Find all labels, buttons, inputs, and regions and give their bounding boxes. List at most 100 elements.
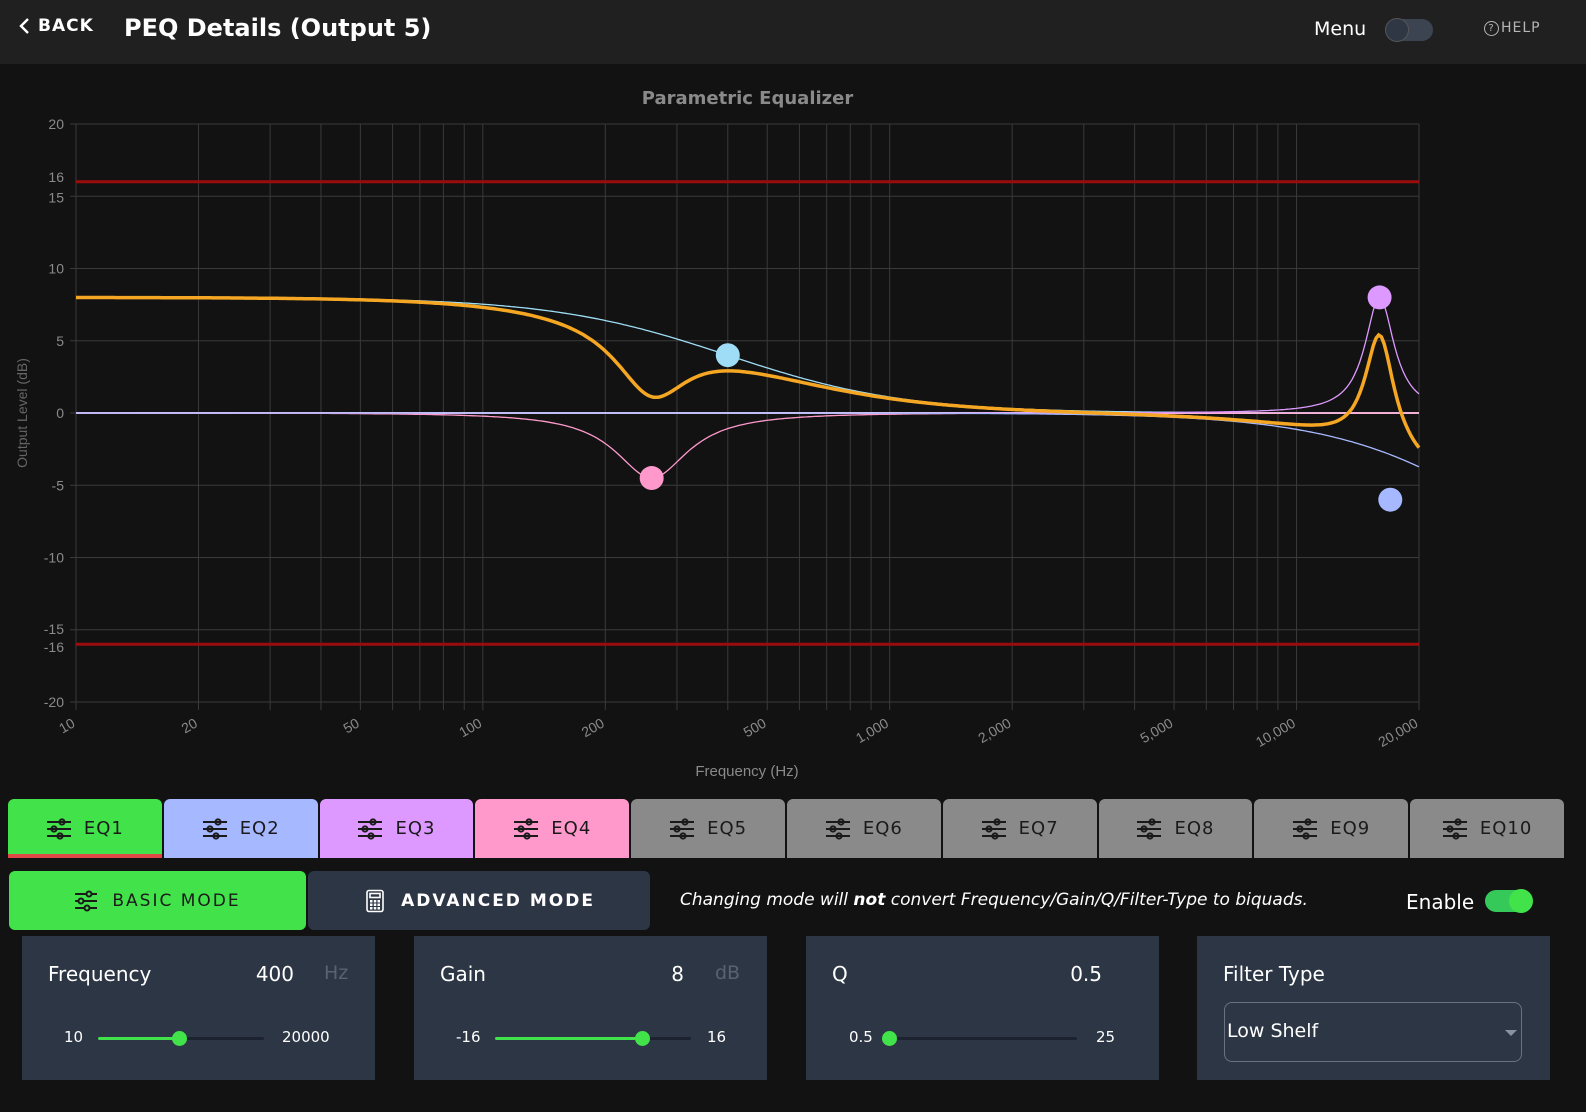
top-bar: BACK PEQ Details (Output 5) Menu ? HELP xyxy=(0,0,1586,64)
calculator-icon xyxy=(366,889,384,912)
tab-eq6[interactable]: EQ6 xyxy=(786,799,941,858)
toggle-knob xyxy=(1509,889,1533,913)
menu-toggle[interactable] xyxy=(1385,18,1433,42)
eq-tab-bar: EQ1 EQ2 EQ3 EQ4 EQ5 EQ6 EQ7 EQ8 EQ9 EQ10 xyxy=(8,799,1564,858)
y-tick-label: -5 xyxy=(52,477,65,493)
filter-type-panel: Filter Type Low Shelf xyxy=(1197,936,1550,1080)
q-label: Q xyxy=(832,962,848,986)
tab-label: EQ7 xyxy=(1018,818,1059,839)
question-icon: ? xyxy=(1484,20,1499,36)
tab-label: EQ9 xyxy=(1330,818,1371,839)
q-min: 0.5 xyxy=(849,1028,873,1046)
tab-label: EQ8 xyxy=(1174,818,1215,839)
gain-panel: Gain 8 dB -16 16 xyxy=(414,936,767,1080)
frequency-value[interactable]: 400 xyxy=(255,962,294,986)
sliders-icon xyxy=(514,817,539,840)
x-tick-label: 10,000 xyxy=(1253,715,1298,750)
sliders-icon xyxy=(1293,817,1318,840)
toggle-knob xyxy=(1385,18,1409,42)
slider-thumb[interactable] xyxy=(635,1031,650,1046)
mode-note-bold: not xyxy=(853,890,886,910)
y-tick-label: 16 xyxy=(48,169,64,185)
tab-eq9[interactable]: EQ9 xyxy=(1254,799,1409,858)
basic-mode-button[interactable]: BASIC MODE xyxy=(9,871,306,930)
advanced-mode-label: ADVANCED MODE xyxy=(401,890,595,911)
filter-type-select[interactable]: Low Shelf xyxy=(1224,1002,1522,1062)
q-panel: Q 0.5 0.5 25 xyxy=(806,936,1159,1080)
y-tick-label: -16 xyxy=(44,639,64,655)
tab-label: EQ4 xyxy=(551,818,592,839)
frequency-slider[interactable] xyxy=(98,1031,264,1046)
enable-label: Enable xyxy=(1406,890,1475,914)
gain-value[interactable]: 8 xyxy=(671,962,684,986)
gain-slider[interactable] xyxy=(495,1031,691,1046)
filter-handle[interactable] xyxy=(715,343,740,368)
gain-label: Gain xyxy=(440,962,486,986)
x-tick-label: 20 xyxy=(178,715,200,737)
help-label: HELP xyxy=(1501,20,1541,36)
x-tick-label: 5,000 xyxy=(1137,715,1176,746)
tab-eq1[interactable]: EQ1 xyxy=(8,799,162,858)
tab-label: EQ6 xyxy=(862,818,903,839)
frequency-unit: Hz xyxy=(324,962,349,984)
y-tick-label: 5 xyxy=(56,333,64,349)
y-tick-label: 20 xyxy=(48,116,64,132)
tab-eq7[interactable]: EQ7 xyxy=(942,799,1097,858)
frequency-slider-row: 10 20000 xyxy=(64,1028,364,1048)
slider-fill xyxy=(495,1037,642,1040)
mode-note-suffix: convert Frequency/Gain/Q/Filter-Type to … xyxy=(885,890,1308,910)
sliders-icon xyxy=(46,817,71,840)
x-tick-label: 20,000 xyxy=(1375,715,1420,750)
sliders-icon xyxy=(1137,817,1162,840)
x-tick-label: 50 xyxy=(340,715,362,737)
sliders-icon xyxy=(202,817,227,840)
tab-eq3[interactable]: EQ3 xyxy=(319,799,474,858)
frequency-max: 20000 xyxy=(282,1028,330,1046)
tab-eq5[interactable]: EQ5 xyxy=(631,799,785,858)
tab-label: EQ1 xyxy=(83,818,124,839)
x-tick-label: 2,000 xyxy=(975,715,1014,746)
tab-eq8[interactable]: EQ8 xyxy=(1098,799,1253,858)
enable-toggle[interactable] xyxy=(1485,889,1533,913)
tab-label: EQ2 xyxy=(239,818,280,839)
tab-eq4[interactable]: EQ4 xyxy=(475,799,630,858)
sliders-icon xyxy=(1442,817,1467,840)
y-tick-label: -15 xyxy=(44,621,64,637)
chevron-left-icon xyxy=(19,18,29,34)
sliders-icon xyxy=(358,817,383,840)
slider-thumb[interactable] xyxy=(882,1031,897,1046)
y-tick-label: -20 xyxy=(44,694,64,710)
tab-eq10[interactable]: EQ10 xyxy=(1410,799,1564,858)
page-title: PEQ Details (Output 5) xyxy=(124,14,432,42)
x-tick-label: 10 xyxy=(56,715,78,737)
filter-handle[interactable] xyxy=(639,466,664,491)
filter-handle[interactable] xyxy=(1367,285,1392,310)
x-tick-label: 200 xyxy=(579,715,607,741)
sum-curve xyxy=(76,295,1421,449)
slider-thumb[interactable] xyxy=(172,1031,188,1046)
slider-fill xyxy=(98,1037,180,1040)
advanced-mode-button[interactable]: ADVANCED MODE xyxy=(308,871,650,930)
y-tick-label: 15 xyxy=(48,189,64,205)
help-button[interactable]: ? HELP xyxy=(1484,20,1541,36)
q-max: 25 xyxy=(1096,1028,1116,1046)
tab-label: EQ5 xyxy=(707,818,748,839)
tab-eq2[interactable]: EQ2 xyxy=(163,799,318,858)
eq-chart[interactable]: 20 16 15 10 5 0 -5 -10 -15 -16 -20 10 20 50 100 200 500 1… xyxy=(0,64,1586,794)
q-slider[interactable] xyxy=(882,1031,1077,1046)
back-label: BACK xyxy=(38,16,94,36)
x-axis-label: Frequency (Hz) xyxy=(695,763,798,780)
y-tick-label: 10 xyxy=(48,261,64,277)
filter-handle[interactable] xyxy=(1378,487,1403,512)
back-button[interactable]: BACK xyxy=(18,16,94,36)
gain-max: 16 xyxy=(707,1028,727,1046)
x-tick-label: 1,000 xyxy=(853,715,892,746)
mode-note: Changing mode will not convert Frequency… xyxy=(680,890,1308,910)
frequency-min: 10 xyxy=(64,1028,84,1046)
frequency-label: Frequency xyxy=(48,962,152,986)
gain-unit: dB xyxy=(715,962,741,984)
filter-type-label: Filter Type xyxy=(1223,962,1325,986)
q-value[interactable]: 0.5 xyxy=(1070,962,1102,986)
sliders-icon xyxy=(670,817,695,840)
